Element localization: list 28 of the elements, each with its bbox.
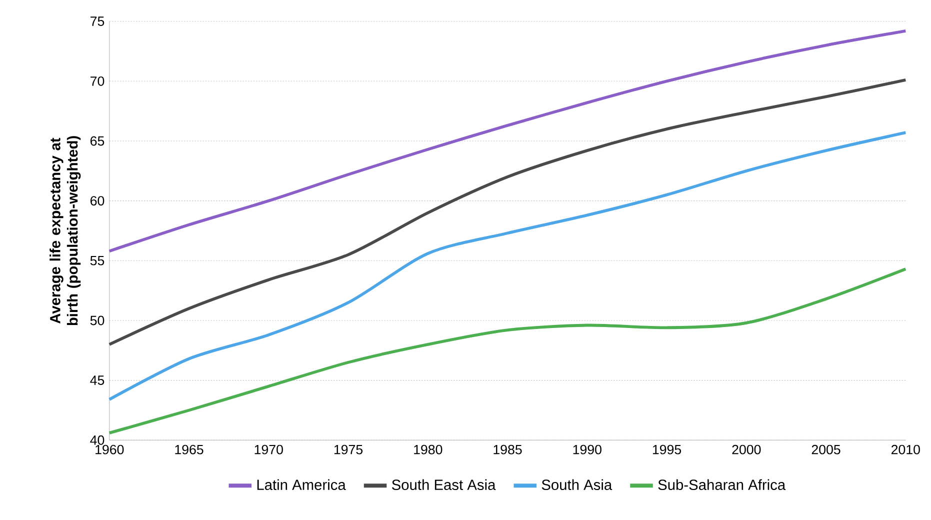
y-tick-label: 65 <box>90 136 104 146</box>
line-series <box>108 78 908 346</box>
x-tick-label: 1995 <box>652 444 682 454</box>
x-tick-label: 1980 <box>414 444 442 454</box>
legend-label: South East Asia <box>392 479 496 490</box>
x-tick-label: 2000 <box>732 444 761 454</box>
y-tick-label: 75 <box>90 16 104 26</box>
y-tick-label: 40 <box>90 435 104 445</box>
y-tick-label: 70 <box>90 76 104 86</box>
y-axis-title: Average life expectancy at birth (population-weighted) <box>50 136 81 326</box>
x-tick-label: 1960 <box>96 444 124 454</box>
x-tick-label: 1990 <box>573 444 602 454</box>
line-series <box>108 267 908 434</box>
x-tick-label: 2005 <box>812 444 840 454</box>
line-series <box>108 29 908 252</box>
y-tick-label: 45 <box>90 376 104 385</box>
y-tick-label: 60 <box>90 196 104 206</box>
x-tick-label: 2010 <box>891 444 920 454</box>
legend-label: Sub-Saharan Africa <box>658 479 786 490</box>
line-series <box>108 131 908 401</box>
y-tick-label: 50 <box>90 316 104 326</box>
legend-label: Latin America <box>257 479 346 490</box>
legend-label: South Asia <box>542 479 612 490</box>
x-tick-label: 1985 <box>494 444 522 454</box>
x-tick-label: 1975 <box>334 444 363 454</box>
y-tick-label: 55 <box>90 256 104 266</box>
x-tick-label: 1965 <box>175 444 204 454</box>
x-tick-label: 1970 <box>254 444 283 454</box>
